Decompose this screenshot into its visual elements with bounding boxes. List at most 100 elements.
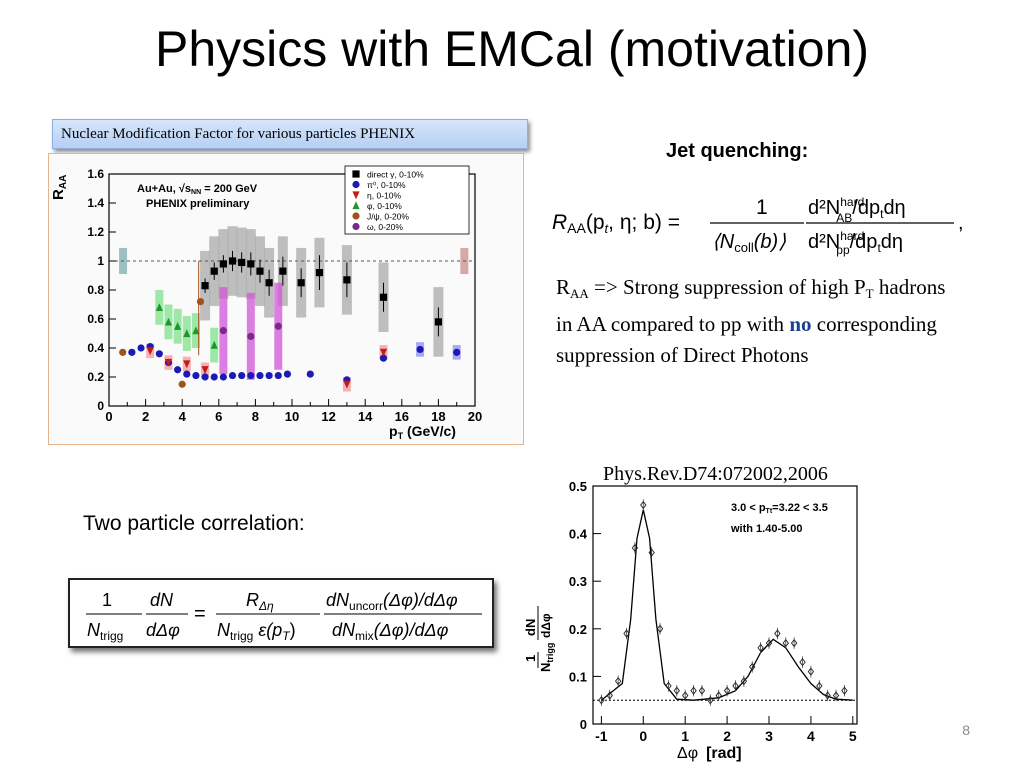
raa-point (379, 348, 388, 357)
correlation-point (673, 686, 680, 695)
raa-point (238, 371, 246, 380)
raa-y-tick-label: 1.6 (87, 167, 104, 181)
correlation-annotation-pt: 3.0 < pTt=3.22 < 3.5 (731, 502, 828, 515)
raa-point (315, 269, 324, 277)
correlation-formula-box: 1 Ntrigg dN dΔφ = RΔη Ntrigg ε(pT) dNunc… (68, 578, 494, 648)
raa-point (238, 258, 246, 267)
raa-point (196, 298, 205, 306)
raa-point (228, 371, 237, 380)
raa-point (210, 373, 218, 381)
raa-annotation-experiment: PHENIX preliminary (146, 198, 250, 210)
raa-y-tick-label: 0.4 (87, 341, 104, 355)
correlation-axes-frame (592, 485, 858, 725)
raa-point (343, 276, 351, 284)
correlation-point (782, 638, 789, 648)
raa-point (201, 373, 209, 381)
correlation-point (816, 681, 823, 691)
correlation-fit-curve (600, 509, 853, 701)
correlation-point (799, 657, 806, 667)
correlation-x-tick-label: -1 (595, 728, 608, 744)
svg-text:RΔη: RΔη (246, 590, 274, 613)
correlation-point (740, 677, 748, 686)
raa-x-tick-label: 6 (215, 409, 222, 424)
svg-text:⟨Ncoll(b)⟩: ⟨Ncoll(b)⟩ (712, 231, 786, 255)
raa-point (256, 267, 264, 275)
correlation-plot: -1 0 1 2 3 4 5 0 0.1 0.2 0.3 0.4 0.5 1 Ntrigg dN dΔφ… (523, 479, 858, 762)
raa-legend-marker (352, 222, 360, 231)
raa-y-tick-label: 0.8 (87, 283, 104, 297)
slide-title: Physics with EMCal (motivation) (154, 21, 870, 77)
page-number: 8 (962, 722, 970, 738)
raa-explanation-text: RAA => Strong suppression of high PT had… (556, 275, 946, 367)
raa-point (379, 354, 388, 362)
raa-point (164, 317, 173, 326)
correlation-point (774, 629, 781, 638)
emphasis-no: no (789, 312, 812, 336)
raa-x-tick-label: 12 (321, 409, 335, 424)
raa-point (274, 371, 282, 380)
raa-point (343, 380, 351, 389)
correlation-point (656, 624, 664, 633)
raa-point (247, 332, 255, 340)
svg-text:=: = (194, 603, 206, 625)
svg-text:1: 1 (523, 655, 538, 662)
raa-point (219, 327, 227, 335)
correlation-point (765, 638, 773, 648)
correlation-annotation-assoc: with 1.40-5.00 (730, 523, 803, 535)
raa-x-tick-label: 4 (179, 409, 187, 424)
raa-plot-caption: Nuclear Modification Factor for various … (52, 119, 528, 149)
raa-point (174, 322, 182, 330)
raa-x-tick-label: 2 (142, 409, 149, 424)
raa-legend-label: φ, 0-10% (367, 201, 402, 211)
svg-text:Ntrigg: Ntrigg (87, 620, 123, 643)
raa-point (164, 358, 173, 367)
raa-point (219, 373, 227, 381)
raa-legend-label: η, 0-10% (367, 191, 401, 201)
svg-text:1: 1 (756, 196, 768, 219)
raa-legend-marker (352, 191, 360, 200)
raa-point (128, 348, 136, 356)
svg-text:RAA(pt, η; b) =: RAA(pt, η; b) = (552, 211, 680, 236)
svg-text:Ntrigg ε(pT): Ntrigg ε(pT) (217, 620, 296, 643)
raa-y-label: RAA (50, 175, 69, 200)
raa-point (210, 267, 218, 275)
correlation-point (631, 543, 639, 553)
raa-point (256, 371, 264, 380)
raa-x-tick-label: 16 (395, 409, 409, 424)
correlation-point (698, 686, 706, 695)
correlation-heading: Two particle correlation: (83, 512, 305, 535)
correlation-y-tick-label: 0.1 (569, 669, 587, 684)
raa-point (247, 371, 255, 380)
svg-text:dN: dN (150, 590, 174, 610)
correlation-x-tick-label: 3 (765, 728, 773, 744)
raa-point (265, 371, 273, 380)
correlation-data-marks (598, 499, 853, 706)
correlation-point (606, 691, 613, 700)
correlation-point (707, 696, 714, 705)
raa-y-tick-label: 0 (97, 399, 104, 413)
raa-point (137, 344, 145, 352)
raa-axes: 0 2 4 6 8 10 12 14 16 18 20 0 0.2 0.4 0.6 0.8 1 1.2 1.4 1.6 (87, 167, 482, 424)
raa-point (174, 366, 182, 374)
raa-x-tick-label: 20 (468, 409, 482, 424)
correlation-point (732, 681, 739, 691)
svg-text:1: 1 (102, 590, 112, 610)
raa-legend-label: π⁰, 0-10% (367, 180, 406, 190)
raa-point (155, 303, 163, 311)
svg-text:dΔφ: dΔφ (539, 613, 553, 638)
correlation-point (598, 696, 605, 705)
raa-point (247, 260, 255, 268)
raa-legend-marker (352, 170, 360, 178)
raa-point (183, 329, 191, 338)
raa-point (283, 370, 292, 378)
svg-text:dN: dN (523, 619, 538, 636)
raa-point (279, 267, 287, 275)
correlation-x-tick-label: 5 (849, 728, 857, 744)
correlation-axes: -1 0 1 2 3 4 5 0 0.1 0.2 0.3 0.4 0.5 (569, 479, 858, 744)
raa-y-tick-label: 0.2 (87, 370, 104, 384)
raa-point (453, 348, 461, 356)
raa-point (434, 318, 442, 326)
correlation-y-tick-label: 0.2 (569, 622, 587, 637)
